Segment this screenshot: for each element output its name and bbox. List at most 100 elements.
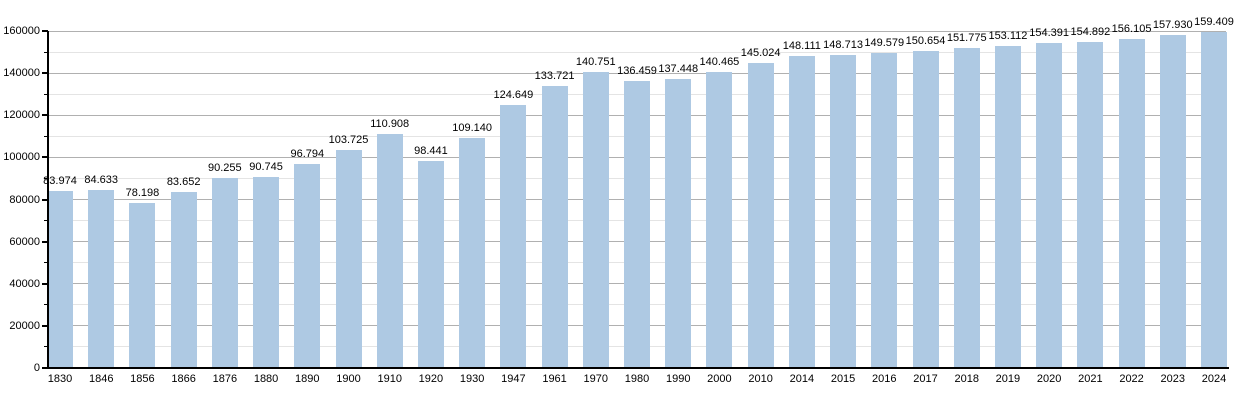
bar — [1201, 32, 1227, 368]
bar-value-label: 151.775 — [946, 32, 987, 45]
bar — [788, 56, 815, 368]
x-tick-label: 1900 — [336, 373, 361, 385]
bar — [830, 54, 857, 368]
y-axis-minor-tick — [44, 135, 48, 137]
y-axis-minor-tick — [44, 51, 48, 53]
bar-value-label: 154.391 — [1029, 26, 1070, 39]
bar — [541, 86, 568, 368]
y-tick-label: 100000 — [3, 151, 40, 164]
x-tick-label: 2010 — [748, 373, 773, 385]
x-tick-label: 1880 — [253, 373, 279, 385]
bar-value-label: 137.448 — [658, 62, 699, 75]
x-tick-label: 1890 — [295, 373, 320, 385]
x-tick-label: 1930 — [459, 373, 485, 385]
y-axis-minor-tick — [44, 220, 48, 222]
bar-value-label: 133.721 — [534, 70, 575, 83]
bar — [871, 52, 898, 368]
x-tick-label: 1990 — [665, 373, 691, 385]
bar-value-label: 83.974 — [43, 175, 77, 188]
y-tick-label: 80000 — [9, 193, 40, 206]
bar — [47, 191, 73, 368]
x-tick-label: 2015 — [830, 373, 856, 385]
bar-value-label: 136.459 — [617, 64, 657, 77]
bar-value-label: 145.024 — [740, 46, 781, 59]
x-tick-label: 1910 — [377, 373, 402, 385]
x-tick-label: 2014 — [789, 373, 815, 385]
x-tick-label: 1876 — [212, 373, 238, 385]
y-axis-major-tick — [42, 198, 48, 201]
bar — [747, 62, 774, 368]
bar — [1036, 42, 1063, 368]
y-axis-minor-tick — [44, 262, 48, 264]
x-tick-label: 2019 — [995, 373, 1021, 385]
bar — [253, 176, 280, 368]
x-tick-label: 2017 — [913, 373, 938, 385]
bar — [294, 164, 321, 368]
bar-value-label: 154.892 — [1070, 25, 1111, 38]
bar-value-label: 84.633 — [84, 173, 119, 186]
gridline-major — [48, 72, 1226, 74]
bar — [706, 72, 733, 368]
y-tick-label: 160000 — [3, 25, 40, 37]
y-axis-major-tick — [42, 30, 48, 32]
bar-value-label: 153.112 — [988, 29, 1028, 42]
y-axis-major-tick — [42, 324, 48, 327]
y-tick-label: 140000 — [3, 67, 40, 80]
gridline-major — [48, 30, 1226, 32]
bar — [335, 149, 362, 368]
bar-value-label: 109.140 — [452, 122, 493, 135]
bar — [88, 189, 115, 368]
y-axis-minor-tick — [44, 346, 48, 348]
x-tick-label: 1830 — [47, 373, 73, 385]
bar — [1159, 35, 1186, 368]
bar-value-label: 110.908 — [370, 118, 410, 131]
bar-value-label: 124.649 — [493, 89, 534, 102]
x-tick-label: 2024 — [1201, 373, 1227, 385]
y-axis-major-tick — [42, 282, 48, 285]
bar — [665, 78, 692, 368]
bar-value-label: 78.198 — [125, 187, 160, 200]
bar — [624, 80, 650, 368]
bar — [376, 134, 403, 368]
y-axis-major-tick — [42, 367, 48, 369]
bar-value-label: 140.751 — [575, 55, 616, 68]
bar-value-label: 156.105 — [1111, 23, 1152, 36]
bar — [582, 71, 609, 368]
bar-value-label: 103.725 — [328, 133, 369, 146]
x-tick-label: 1980 — [624, 373, 650, 385]
x-tick-label: 1866 — [171, 373, 196, 385]
bar — [912, 50, 939, 368]
bar-value-label: 90.255 — [208, 161, 242, 174]
bar — [170, 191, 197, 368]
bar — [994, 45, 1021, 368]
y-axis-major-tick — [42, 240, 48, 243]
bar-value-label: 90.745 — [249, 160, 283, 173]
x-tick-label: 1961 — [542, 373, 567, 385]
y-axis-major-tick — [42, 114, 48, 117]
x-tick-label: 1947 — [501, 373, 526, 385]
bar-value-label: 159.409 — [1194, 16, 1234, 29]
x-axis — [47, 367, 1229, 369]
bar — [211, 177, 238, 368]
gridline-minor — [48, 51, 1226, 53]
bar — [1077, 41, 1104, 368]
bar — [1118, 39, 1145, 368]
bar — [459, 138, 486, 368]
y-axis-minor-tick — [44, 304, 48, 306]
y-axis-major-tick — [42, 156, 48, 159]
x-tick-label: 2016 — [872, 373, 897, 385]
bar-value-label: 150.654 — [905, 34, 946, 47]
x-tick-label: 2018 — [954, 373, 979, 385]
bar — [129, 203, 156, 368]
bar-value-label: 98.441 — [414, 144, 448, 157]
bar-value-label: 157.930 — [1152, 19, 1193, 32]
x-tick-label: 1920 — [418, 373, 444, 385]
bar-value-label: 83.652 — [166, 175, 201, 188]
y-tick-label: 20000 — [9, 319, 40, 332]
y-tick-label: 40000 — [9, 277, 40, 290]
x-tick-label: 1846 — [88, 373, 114, 385]
x-tick-label: 1856 — [130, 373, 155, 385]
x-tick-label: 1970 — [583, 373, 609, 385]
y-axis-major-tick — [42, 72, 48, 75]
